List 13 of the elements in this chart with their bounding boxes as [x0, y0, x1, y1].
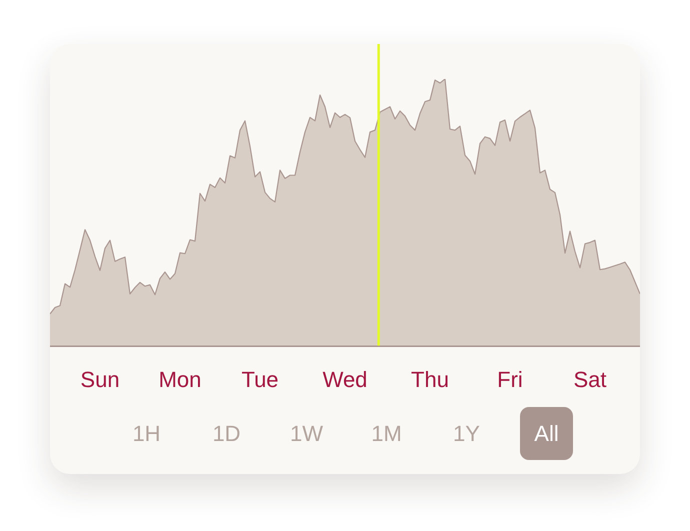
x-tick-label: Sat: [573, 366, 607, 392]
text: 1Y: [453, 420, 480, 446]
x-tick-label: Fri: [497, 366, 523, 392]
x-tick-label: Wed: [322, 366, 368, 392]
text: 1W: [290, 420, 323, 446]
text: All: [534, 420, 559, 446]
x-tick-label: Sun: [80, 366, 120, 392]
text: 1M: [371, 420, 402, 446]
text: 1D: [212, 420, 241, 446]
text: 1H: [132, 420, 161, 446]
x-tick-label: Thu: [411, 366, 449, 392]
x-tick-label: Mon: [158, 366, 202, 392]
x-tick-label: Tue: [241, 366, 279, 392]
